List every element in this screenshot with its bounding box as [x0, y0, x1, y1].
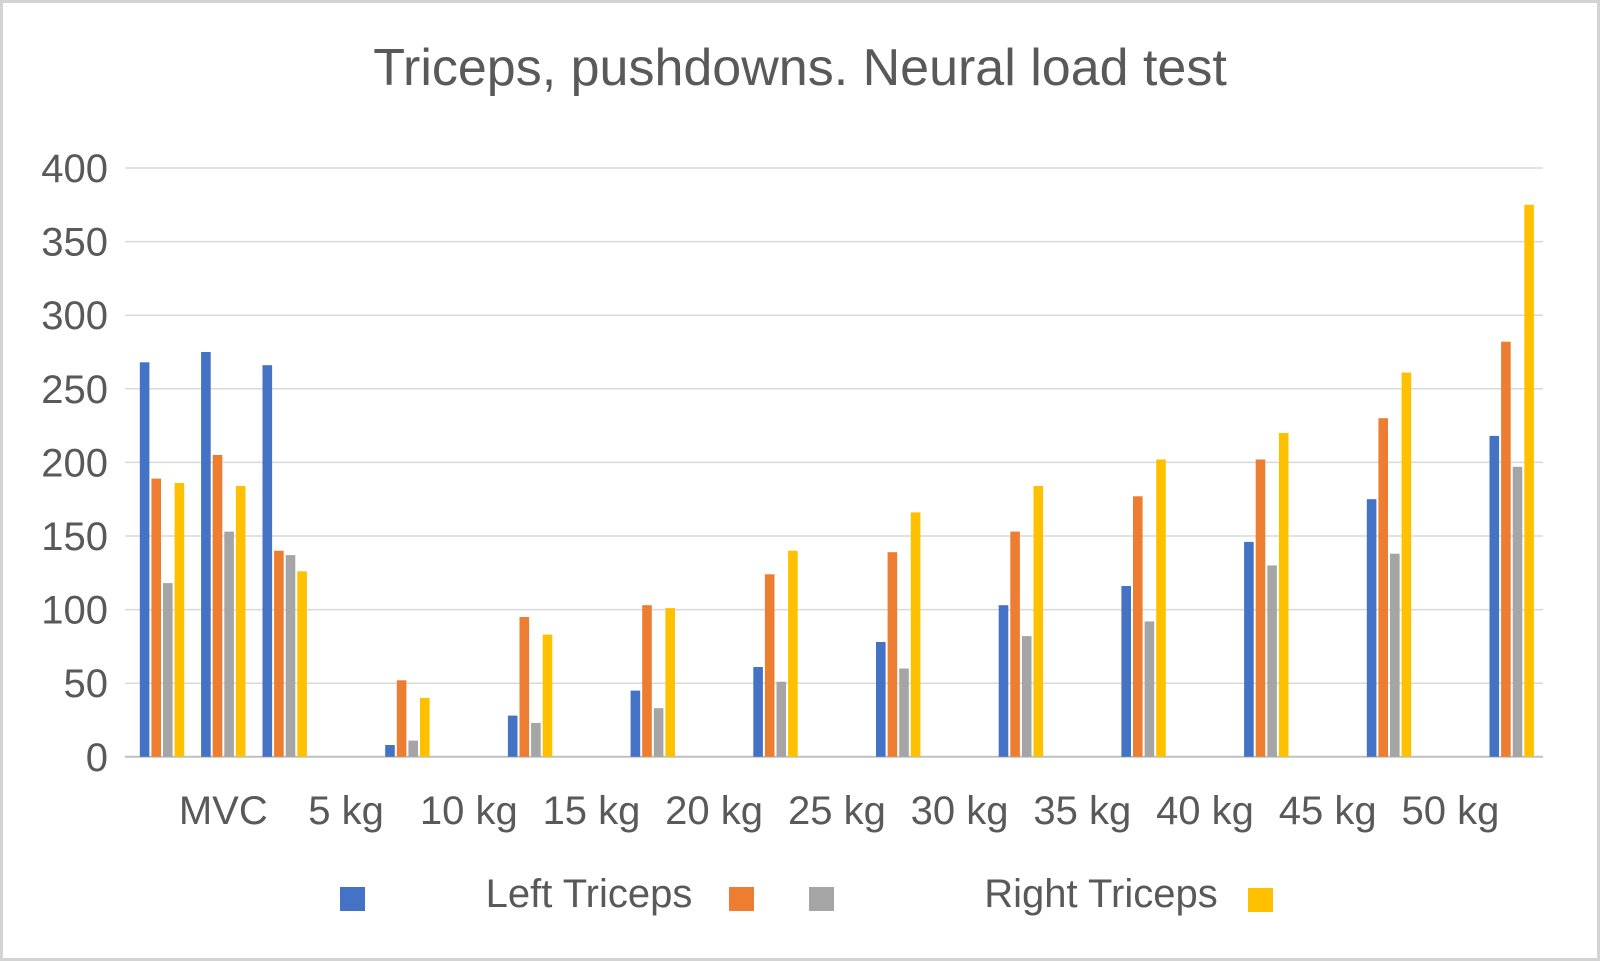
bar-series2-cluster5	[519, 617, 530, 757]
y-tick-label: 150	[41, 515, 108, 559]
legend-swatch-icon	[340, 887, 365, 911]
bar-series4-cluster11	[1278, 433, 1289, 757]
bar-series2-cluster8	[887, 552, 898, 757]
bar-series4-cluster2	[235, 486, 246, 757]
bar-series3-cluster1	[163, 583, 173, 757]
bar-series3-cluster7	[776, 681, 787, 757]
bar-series3-cluster12	[1390, 553, 1400, 757]
bar-series1-cluster9	[998, 605, 1009, 757]
x-axis-label: 35 kg	[1033, 789, 1131, 833]
bar-series4-cluster10	[1156, 459, 1166, 757]
bar-series3-cluster9	[1021, 636, 1032, 757]
bar-series2-cluster9	[1010, 531, 1020, 757]
bar-series3-cluster13	[1512, 466, 1523, 757]
bar-series3-cluster3	[285, 555, 296, 757]
y-tick-label: 300	[41, 294, 108, 338]
bar-series3-cluster2	[224, 531, 234, 757]
bar-series2-cluster2	[212, 455, 223, 757]
bar-series2-cluster6	[642, 605, 652, 757]
bar-series1-cluster11	[1244, 541, 1254, 757]
x-axis-label: 45 kg	[1279, 789, 1377, 833]
bar-series2-cluster3	[274, 550, 284, 757]
x-axis-label: 30 kg	[911, 789, 1009, 833]
bar-series1-cluster3	[262, 365, 273, 757]
legend-swatch-icon	[1248, 888, 1273, 912]
bar-series1-cluster10	[1121, 586, 1131, 757]
bar-series1-cluster12	[1366, 499, 1377, 757]
bar-series4-cluster1	[174, 483, 185, 757]
bar-series2-cluster10	[1133, 496, 1143, 757]
legend-label: Left Triceps	[485, 872, 693, 916]
x-axis-label: 40 kg	[1156, 789, 1254, 833]
bar-series4-cluster13	[1524, 204, 1534, 757]
bar-series2-cluster7	[764, 574, 775, 757]
bar-series1-cluster1	[139, 362, 150, 757]
x-axis-label: 10 kg	[420, 789, 518, 833]
bar-series3-cluster6	[653, 708, 664, 757]
x-axis-label: 50 kg	[1401, 789, 1499, 833]
bar-series1-cluster6	[630, 690, 641, 757]
bar-series2-cluster1	[151, 478, 161, 757]
y-tick-label: 100	[41, 589, 108, 633]
bar-series4-cluster4	[420, 697, 430, 757]
bar-series3-cluster8	[899, 668, 909, 757]
chart-title: Triceps, pushdowns. Neural load test	[373, 39, 1227, 97]
bar-series2-cluster12	[1378, 418, 1388, 757]
x-axis-label: 20 kg	[665, 789, 763, 833]
bar-series4-cluster5	[542, 634, 553, 757]
y-tick-label: 250	[41, 368, 108, 412]
bar-series4-cluster7	[788, 550, 798, 757]
y-tick-label: 0	[86, 736, 108, 780]
y-tick-label: 400	[41, 147, 108, 191]
bar-series4-cluster8	[910, 512, 921, 757]
bar-series3-cluster10	[1144, 621, 1155, 757]
bar-series2-cluster11	[1255, 459, 1266, 757]
bar-series4-cluster9	[1033, 486, 1044, 757]
bar-series4-cluster3	[297, 571, 307, 757]
bar-series3-cluster4	[408, 740, 418, 757]
bar-series1-cluster13	[1489, 435, 1500, 757]
bar-series2-cluster4	[396, 680, 407, 757]
x-axis-label: 15 kg	[543, 789, 641, 833]
bar-series3-cluster11	[1267, 565, 1277, 757]
bar-series1-cluster7	[753, 667, 763, 757]
bar-series1-cluster4	[385, 745, 395, 757]
plot-area: 0 50 100 150 200 250 300 350 400 MVC 5 kg 10 kg 15 k…	[41, 147, 1543, 833]
y-tick-label: 350	[41, 221, 108, 265]
bar-series4-cluster6	[665, 608, 675, 757]
bar-series1-cluster5	[507, 715, 518, 757]
bar-series3-cluster5	[531, 722, 541, 757]
x-axis-label: 25 kg	[788, 789, 886, 833]
bar-series1-cluster2	[201, 352, 211, 757]
bar-series2-cluster13	[1501, 341, 1511, 757]
bar-series1-cluster8	[876, 642, 886, 757]
legend-swatch-icon	[809, 887, 834, 911]
legend-swatch-icon	[729, 887, 754, 911]
legend-label: Right Triceps	[984, 872, 1218, 916]
x-axis-label: MVC	[179, 789, 268, 833]
y-tick-label: 200	[41, 441, 108, 485]
x-axis-label: 5 kg	[308, 789, 384, 833]
y-tick-label: 50	[64, 662, 109, 706]
bar-series4-cluster12	[1401, 372, 1412, 757]
